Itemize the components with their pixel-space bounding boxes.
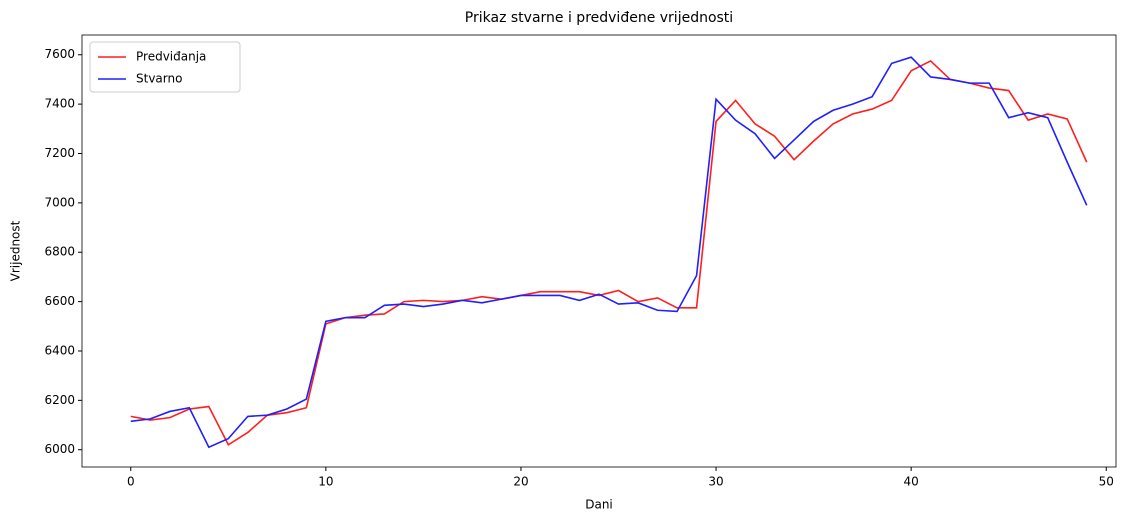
- x-tick-label: 20: [513, 475, 528, 489]
- y-tick-label: 6800: [44, 245, 75, 259]
- y-tick-label: 6000: [44, 442, 75, 456]
- x-tick-label: 50: [1099, 475, 1114, 489]
- y-tick-label: 7200: [44, 146, 75, 160]
- y-tick-label: 6200: [44, 393, 75, 407]
- legend-box: [89, 41, 241, 93]
- x-tick-label: 0: [127, 475, 135, 489]
- chart-title: Prikaz stvarne i predviđene vrijednosti: [465, 10, 733, 26]
- x-tick-label: 30: [708, 475, 723, 489]
- x-axis-label: Dani: [585, 498, 613, 512]
- line-series: [130, 59, 1088, 446]
- plot-frame: [81, 34, 1117, 468]
- y-axis-label: Vrijednost: [9, 220, 23, 281]
- x-tick-label: 10: [318, 475, 333, 489]
- y-tick-label: 7000: [44, 195, 75, 209]
- line-series: [130, 56, 1088, 449]
- y-tick-label: 6600: [44, 294, 75, 308]
- y-tick-label: 7400: [44, 97, 75, 111]
- legend-label: Predviđanja: [136, 50, 206, 64]
- x-tick-label: 40: [904, 475, 919, 489]
- legend-label: Stvarno: [136, 72, 182, 86]
- y-tick-label: 6400: [44, 343, 75, 357]
- y-tick-label: 7600: [44, 47, 75, 61]
